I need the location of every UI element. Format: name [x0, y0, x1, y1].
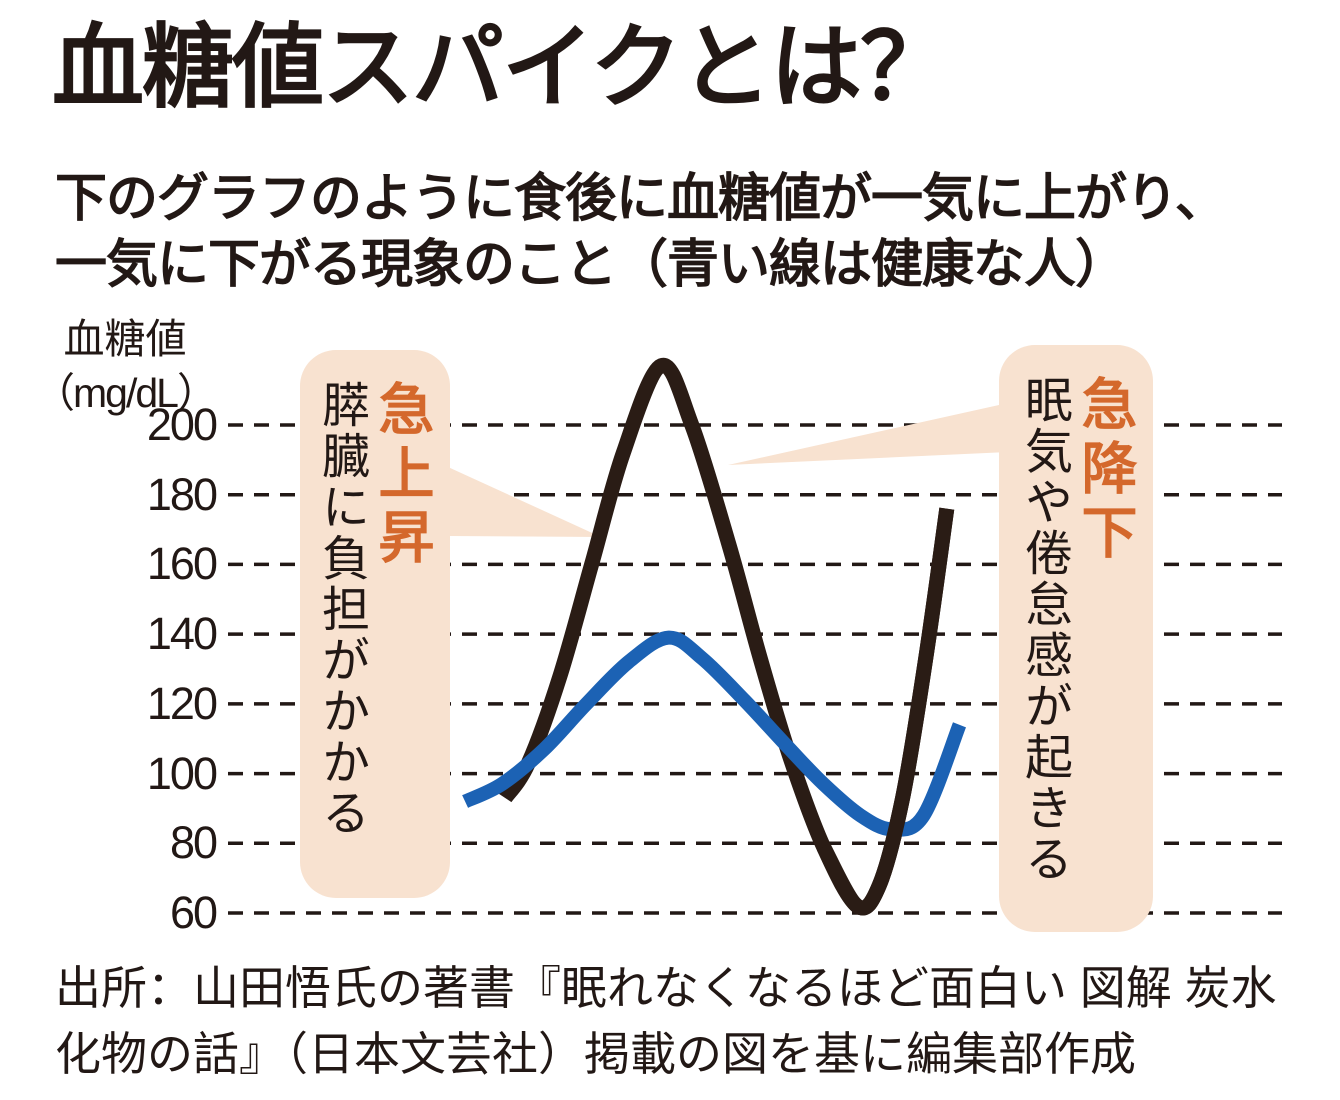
callout-rapid-rise: 急上昇 膵臓に負担がかかる — [300, 350, 450, 898]
callout-rapid-rise-headline: 急上昇 — [371, 380, 434, 572]
y-tick-label-140: 140 — [146, 608, 218, 660]
callout-rapid-drop-body: 眠気や倦怠感が起きる — [1017, 375, 1070, 885]
y-tick-label-60: 60 — [169, 887, 218, 938]
y-axis-title: 血糖値 （mg/dL） — [30, 312, 220, 420]
y-axis-title-text: 血糖値 — [63, 316, 187, 362]
callout-rapid-rise-body: 膵臓に負担がかかる — [314, 380, 367, 839]
y-tick-label-80: 80 — [169, 817, 218, 869]
callout-rapid-drop: 急降下 眠気や倦怠感が起きる — [999, 345, 1153, 932]
y-tick-label-100: 100 — [146, 747, 218, 799]
callout-rapid-drop-headline: 急降下 — [1074, 375, 1137, 567]
y-tick-label-120: 120 — [146, 677, 218, 729]
subtitle-line-2: 一気に下がる現象のこと（青い線は健康な人） — [55, 236, 1127, 294]
spike-curve-black — [498, 358, 955, 916]
source-line-2: 化物の話』（日本文芸社）掲載の図を基に編集部作成 — [55, 1028, 1136, 1080]
y-tick-labels: 200 180 160 140 120 100 80 60 — [40, 0, 218, 1100]
subtitle-line-1: 下のグラフのように食後に血糖値が一気に上がり、 — [55, 170, 1227, 228]
page-title: 血糖値スパイクとは？ — [52, 17, 952, 119]
source-line-1: 出所：山田悟氏の著書『眠れなくなるほど面白い 図解 炭水 — [55, 962, 1277, 1014]
callout-pointer-left — [448, 467, 601, 537]
y-axis-unit: （mg/dL） — [34, 370, 218, 417]
spike-curve-black-overlay — [816, 507, 955, 916]
y-tick-label-160: 160 — [146, 538, 218, 590]
callout-pointer-right — [728, 403, 1008, 465]
healthy-curve-blue — [462, 630, 967, 837]
y-tick-label-200: 200 — [146, 399, 218, 450]
y-tick-label-180: 180 — [146, 468, 218, 520]
